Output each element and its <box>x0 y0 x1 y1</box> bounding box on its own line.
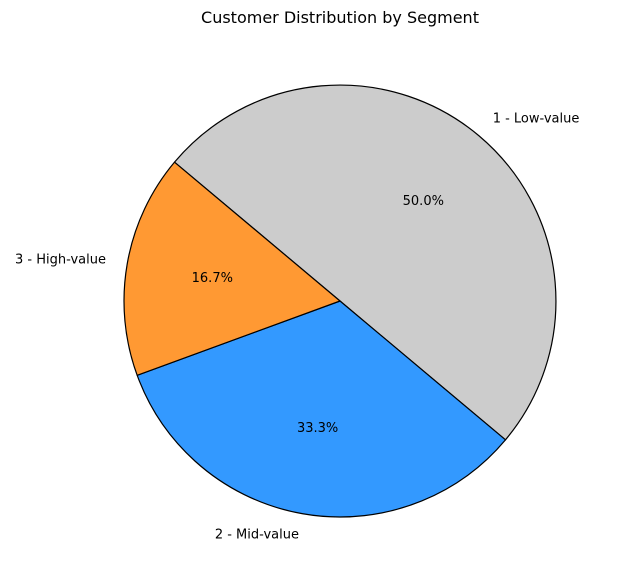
chart-title: Customer Distribution by Segment <box>201 8 479 27</box>
slice-percentage-label: 50.0% <box>403 194 444 209</box>
slice-label: 3 - High-value <box>15 253 106 268</box>
slice-labels: 1 - Low-value 2 - Mid-value 3 - High-value <box>15 112 579 543</box>
pie-slice <box>136 300 507 518</box>
percentage-labels: 50.0% 33.3% 16.7% <box>192 194 444 436</box>
slice-percentage-label: 16.7% <box>192 271 233 286</box>
pie-slice <box>173 84 557 441</box>
pie-slices <box>123 84 557 518</box>
pie-slice <box>123 161 341 376</box>
slice-label: 1 - Low-value <box>493 112 580 127</box>
slice-percentage-label: 33.3% <box>297 421 338 436</box>
slice-label: 2 - Mid-value <box>215 528 299 543</box>
